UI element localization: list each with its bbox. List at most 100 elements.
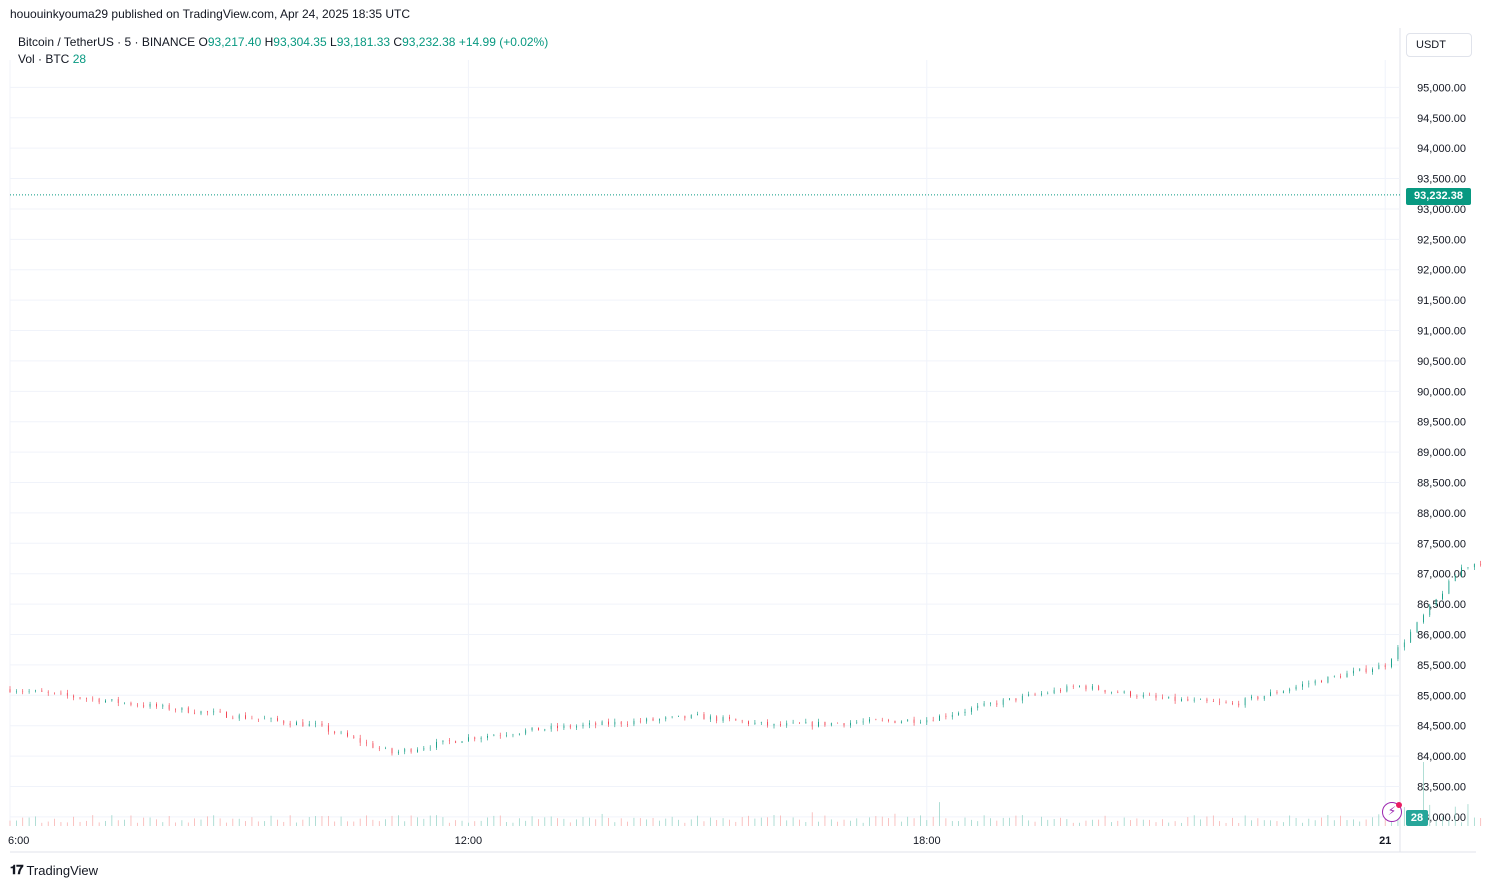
candle-body xyxy=(913,719,915,723)
volume-bar xyxy=(1359,821,1361,826)
high-label: H xyxy=(264,35,274,49)
candle-body xyxy=(805,721,807,724)
candle-body xyxy=(990,703,991,704)
candle-body xyxy=(1047,693,1049,694)
volume-bar xyxy=(773,815,775,826)
volume-bar xyxy=(385,819,386,826)
volume-bar xyxy=(538,819,539,826)
volume-bar xyxy=(1289,815,1291,826)
volume-bar xyxy=(525,820,527,826)
candle-body xyxy=(15,691,17,693)
candle-body xyxy=(417,749,418,752)
volume-bar xyxy=(47,821,49,826)
candle-body xyxy=(1136,696,1138,697)
volume-bar xyxy=(264,821,266,826)
volume-bar xyxy=(1117,820,1119,826)
candle-body xyxy=(385,748,387,749)
volume-bar xyxy=(843,819,845,826)
candle-body xyxy=(843,723,845,726)
volume-bar xyxy=(1346,820,1348,826)
volume-bar xyxy=(200,819,202,826)
volume-bar xyxy=(665,818,667,826)
candle-body xyxy=(1212,701,1214,702)
volume-bar xyxy=(1002,817,1004,826)
price-tick-label: 92,500.00 xyxy=(1417,234,1466,246)
candle-body xyxy=(156,703,157,707)
volume-label[interactable]: Vol · BTC xyxy=(18,52,70,66)
currency-button[interactable]: USDT xyxy=(1406,33,1472,57)
candle-body xyxy=(1021,695,1023,701)
volume-bar xyxy=(359,818,361,826)
candle-body xyxy=(1009,698,1010,700)
volume-bar xyxy=(894,813,896,826)
candle-body xyxy=(404,749,406,752)
candle-body xyxy=(582,724,584,727)
volume-bar xyxy=(60,822,62,826)
candle-body xyxy=(289,723,291,726)
volume-bar xyxy=(1136,818,1138,826)
volume-bar xyxy=(824,815,826,826)
candle-body xyxy=(665,717,667,720)
time-tick-label: 6:00 xyxy=(8,835,29,847)
candle-body xyxy=(1174,696,1176,701)
volume-bar xyxy=(958,821,959,826)
candle-body xyxy=(1276,692,1278,694)
volume-bar xyxy=(461,820,463,826)
volume-bar xyxy=(1053,819,1055,826)
candle-body xyxy=(1034,694,1036,695)
candle-body xyxy=(716,716,718,721)
candle-body xyxy=(678,715,679,717)
volume-bar xyxy=(760,817,762,826)
volume-bar xyxy=(1149,819,1150,826)
volume-bar xyxy=(544,817,546,826)
volume-bar xyxy=(964,817,966,826)
price-tick-label: 83,000.00 xyxy=(1417,812,1466,824)
candle-body xyxy=(875,719,877,720)
volume-bar xyxy=(499,815,501,826)
price-tick-label: 85,000.00 xyxy=(1417,690,1466,702)
volume-bar xyxy=(703,821,705,826)
volume-bar xyxy=(1429,804,1431,826)
candle-body xyxy=(970,707,972,712)
candle-body xyxy=(1321,680,1322,683)
price-tick-label: 85,500.00 xyxy=(1417,660,1466,672)
symbol-name[interactable]: Bitcoin / TetherUS · 5 · BINANCE xyxy=(18,35,196,49)
volume-bar xyxy=(792,817,794,826)
candle-body xyxy=(1072,686,1074,687)
price-tick-label: 87,500.00 xyxy=(1417,538,1466,550)
candle-body xyxy=(983,703,985,706)
volume-badge: 28 xyxy=(1406,810,1428,826)
candle-body xyxy=(245,715,246,719)
candle-body xyxy=(1232,702,1233,704)
time-tick-label: 12:00 xyxy=(455,835,483,847)
low-value: 93,181.33 xyxy=(336,35,391,49)
candle-body xyxy=(964,711,966,714)
tradingview-logo[interactable]: 𝟏𝟕 TradingView xyxy=(10,862,98,878)
volume-bar xyxy=(1091,819,1093,826)
volume-bar xyxy=(334,821,336,826)
notification-dot xyxy=(1396,802,1402,808)
volume-bar xyxy=(1270,820,1271,826)
volume-bar xyxy=(932,816,934,826)
volume-bar xyxy=(786,820,788,826)
candle-body xyxy=(1123,691,1125,693)
volume-bar xyxy=(627,821,628,826)
candle-body xyxy=(22,691,24,693)
volume-bar xyxy=(54,818,55,826)
time-tick-label: 21 xyxy=(1379,835,1391,847)
candle-body xyxy=(54,692,55,694)
candle-body xyxy=(544,729,546,731)
volume-bar xyxy=(296,822,297,826)
candle-body xyxy=(423,748,425,750)
candle-body xyxy=(493,735,495,736)
candle-body xyxy=(920,722,921,723)
candle-body xyxy=(1149,694,1151,696)
candle-body xyxy=(111,699,113,701)
candle-body xyxy=(659,719,660,721)
candle-body xyxy=(709,716,711,720)
candle-body xyxy=(257,718,259,720)
candle-body xyxy=(671,716,673,718)
volume-bar xyxy=(378,821,380,826)
candle-body xyxy=(391,748,393,754)
